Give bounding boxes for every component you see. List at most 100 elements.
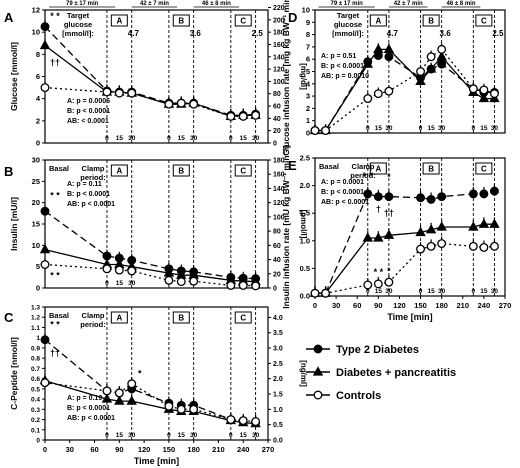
data-point-e-1-2	[362, 232, 374, 242]
ytick-label-d-10: 10	[302, 6, 310, 15]
ytick-right-label-c-6: 3.0	[273, 346, 283, 353]
data-point-c-2-4	[164, 401, 174, 411]
basal-label-b: Basal	[49, 164, 69, 173]
data-point-c-2-2	[114, 388, 124, 398]
data-point-e-2-9	[479, 242, 489, 252]
xtick-label-c-9: 270	[262, 445, 275, 454]
data-point-e-1-10	[489, 218, 500, 228]
phase-minute-b-2: 30	[128, 280, 136, 287]
ytick-label-c-9: 0.9	[31, 345, 40, 352]
data-point-d-0-4	[384, 52, 394, 62]
data-point-a-2-5	[176, 98, 186, 108]
ytick-right-label-a-11: 220	[273, 5, 285, 12]
ytick-label-c-8: 0.8	[31, 356, 40, 363]
xtick-label-e-2: 60	[353, 301, 361, 310]
data-point-d-2-2	[363, 94, 373, 104]
data-point-e-0-3	[373, 192, 383, 202]
ytick-label-b-4: 20	[32, 198, 40, 207]
significance-mark-c-1: ††	[50, 348, 60, 358]
phase-minute-d-0: 0	[366, 125, 370, 132]
data-point-a-2-0	[40, 83, 50, 93]
xtick-label-e-7: 210	[457, 301, 470, 310]
significance-mark-e-5: *	[387, 266, 391, 276]
ytick-label-b-6: 30	[32, 156, 40, 165]
ytick-label-d-6: 6	[306, 55, 310, 64]
phase-minute-d-7: 15	[480, 125, 488, 132]
series-line-e-2	[315, 242, 495, 294]
phase-minute-a-0: 0	[105, 135, 109, 142]
ytick-right-label-c-4: 2.0	[273, 376, 283, 383]
clamp-label-c-2: period:	[80, 320, 105, 329]
target-value-a-0: 4.7	[128, 29, 140, 38]
significance-mark-e-4: * *	[374, 267, 384, 277]
stat-b-2: AB: p < 0.0001	[67, 201, 115, 208]
panel-letter-d: D	[288, 10, 297, 25]
xtick-label-c-3: 90	[115, 445, 123, 454]
phase-box-label-b-2: C	[240, 167, 246, 176]
ytick-label-c-0: 0	[36, 438, 40, 445]
data-point-b-2-8	[238, 280, 248, 290]
target-value-a-2: 2.5	[252, 29, 264, 38]
target-label-a-1: Target	[67, 11, 90, 20]
ytick-right-label-a-6: 120	[273, 67, 285, 74]
data-point-c-1-1	[101, 393, 113, 403]
ytick-label-d-1: 1	[306, 116, 310, 125]
stat-b-0: A: p = 0.11	[67, 181, 102, 188]
phase-box-a-2	[234, 14, 252, 27]
ytick-label-c-1: 0.1	[31, 427, 40, 434]
phase-box-label-c-0: A	[116, 314, 122, 323]
stat-d-1: B: p < 0.0001	[321, 63, 364, 70]
ytick-label-a-3: 6	[36, 72, 40, 81]
phase-box-label-d-0: A	[375, 17, 381, 26]
phase-box-label-b-1: B	[178, 167, 184, 176]
target-label-a-3: [mmol/l]:	[62, 29, 94, 38]
plot-frame-e	[314, 157, 506, 297]
series-line-e-1	[315, 223, 495, 294]
phase-box-label-a-1: B	[178, 17, 184, 26]
phase-box-label-a-0: A	[116, 17, 122, 26]
ytick-label-d-3: 3	[306, 92, 310, 101]
panel-letter-e: E	[288, 158, 297, 173]
significance-mark-e-2: †	[376, 204, 381, 214]
data-point-d-1-2	[362, 58, 374, 68]
xtick-label-e-8: 240	[478, 301, 491, 310]
phase-box-e-2	[475, 162, 493, 175]
ytick-right-label-a-10: 200	[273, 17, 285, 24]
ytick-right-label-b-8: 160	[273, 172, 285, 179]
ytick-label-e-3: 1.5	[300, 209, 310, 218]
ytick-right-label-a-4: 80	[273, 91, 281, 98]
phase-minute-c-3: 0	[167, 432, 171, 439]
ytick-label-e-0: 0.0	[300, 292, 310, 301]
data-point-c-2-8	[238, 416, 248, 426]
data-point-b-2-6	[189, 276, 199, 286]
phase-minute-c-6: 0	[229, 432, 233, 439]
data-point-e-1-3	[373, 232, 384, 242]
data-point-b-2-3	[127, 266, 137, 276]
data-point-e-2-4	[384, 277, 394, 287]
ytick-label-e-5: 2.5	[300, 154, 310, 163]
stat-c-2: AB: p < 0.0001	[67, 415, 115, 422]
panel-letter-c: C	[4, 310, 14, 325]
phase-minute-e-1: 15	[375, 288, 383, 295]
phase-minute-e-4: 15	[427, 288, 435, 295]
xtick-label-c-7: 210	[212, 445, 225, 454]
ytick-right-label-b-2: 40	[273, 257, 281, 264]
phase-minute-e-6: 0	[472, 288, 476, 295]
stat-c-0: A: p = 0.19	[67, 395, 102, 402]
target-value-d-2: 2.5	[492, 29, 504, 38]
data-point-c-2-6	[189, 404, 199, 414]
xtick-label-e-1: 30	[332, 301, 340, 310]
data-point-b-0-0	[40, 206, 50, 216]
xtick-label-e-0: 0	[313, 301, 317, 310]
clamp-label-b-1: Clamp	[82, 164, 105, 173]
ytick-right-label-a-0: 0	[273, 141, 277, 148]
phase-box-d-0	[369, 14, 387, 27]
data-point-e-0-8	[468, 189, 478, 199]
phase-box-b-2	[234, 164, 252, 177]
ytick-label-d-8: 8	[306, 30, 310, 39]
data-point-b-2-1	[102, 264, 112, 274]
target-value-d-0: 4.7	[387, 29, 399, 38]
ytick-right-label-b-7: 140	[273, 186, 285, 193]
data-point-c-2-3	[127, 379, 137, 389]
ytick-right-label-c-3: 1.5	[273, 392, 283, 399]
